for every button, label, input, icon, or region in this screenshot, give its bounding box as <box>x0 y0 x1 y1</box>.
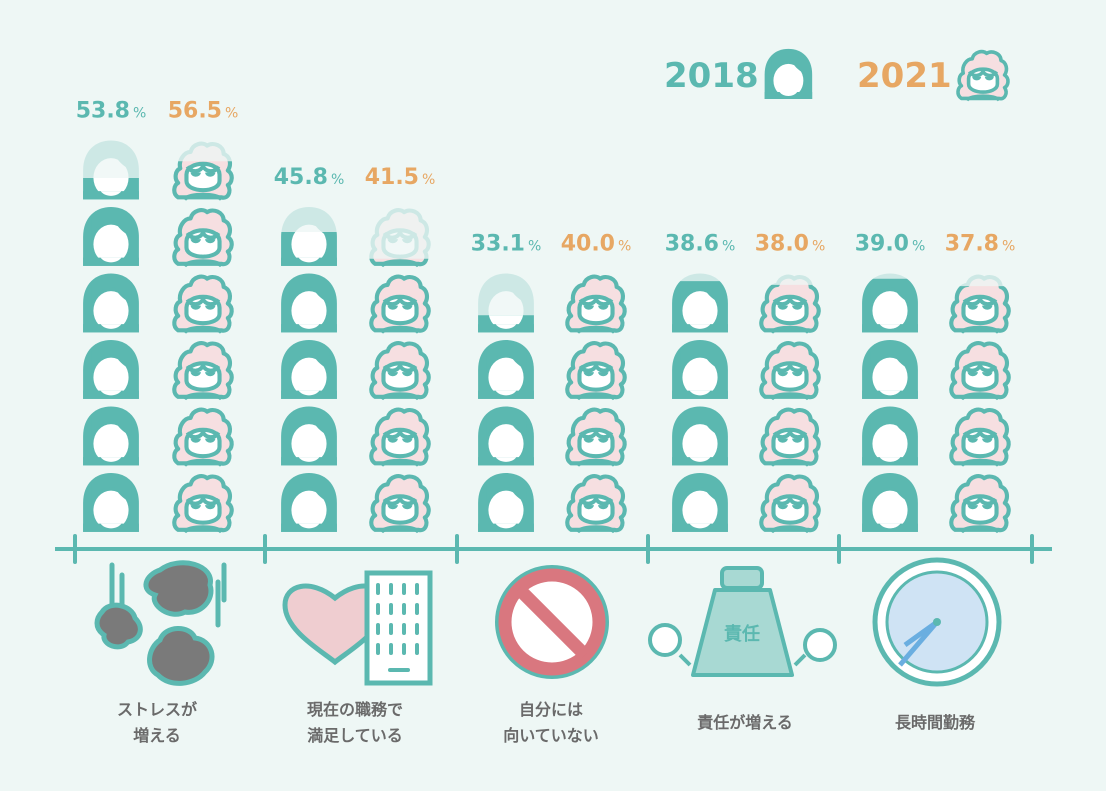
icon-2021-cat2-unit1 <box>565 407 627 468</box>
icon-2018-cat3-unit0 <box>672 473 728 532</box>
icon-2021-cat4-unit2 <box>949 341 1011 401</box>
weight-label: 責任 <box>724 623 760 645</box>
stress-cloud-icon <box>94 560 227 686</box>
icon-2018-cat1-unit4 <box>281 207 337 266</box>
icon-2018-cat4-unit0 <box>862 473 918 532</box>
icon-2021-cat3-unit1 <box>759 407 821 468</box>
icon-2018-cat2-unit0 <box>478 473 534 532</box>
icon-2018-cat2-unit3 <box>478 273 534 333</box>
value-label-2021-cat4: 37.8% <box>945 232 1016 257</box>
icon-2021-cat0-unit1 <box>172 407 234 468</box>
icon-2021-cat0-unit4 <box>172 208 234 268</box>
value-label-2021-cat1: 41.5% <box>365 165 436 190</box>
icon-2018-cat4-unit3 <box>862 273 918 333</box>
value-label-2018-cat0: 53.8% <box>76 99 147 124</box>
icon-2021-cat0-unit2 <box>172 341 234 401</box>
icon-2021-cat0-unit0 <box>172 474 234 534</box>
category-label-stress: ストレスが 増える <box>116 700 197 745</box>
icon-2021-cat2-unit0 <box>565 474 627 534</box>
icon-2021-cat2-unit2 <box>565 341 627 401</box>
icon-2021-cat1-unit4 <box>369 208 431 268</box>
value-label-2021-cat3: 38.0% <box>755 232 826 257</box>
legend-2018-icon <box>764 48 813 100</box>
icon-2021-cat1-unit3 <box>369 274 431 335</box>
icon-2018-cat3-unit3 <box>672 273 728 333</box>
value-label-2021-cat0: 56.5% <box>168 99 239 124</box>
value-label-2018-cat3: 38.6% <box>665 232 736 257</box>
icon-2021-cat0-unit3 <box>172 274 234 335</box>
icon-2021-cat4-unit3 <box>949 274 1011 335</box>
icon-2018-cat1-unit2 <box>281 340 337 399</box>
icon-2018-cat1-unit3 <box>281 273 337 333</box>
icon-2018-cat0-unit1 <box>83 406 139 466</box>
icon-2018-cat3-unit1 <box>672 406 728 466</box>
weight-responsibility-icon: 責任 <box>648 566 837 677</box>
icon-2021-cat2-unit3 <box>565 274 627 335</box>
icon-2018-cat0-unit3 <box>83 273 139 333</box>
icon-2021-cat0-unit5 <box>172 141 234 202</box>
icon-2021-cat1-unit2 <box>369 341 431 401</box>
icon-2018-cat4-unit2 <box>862 340 918 399</box>
heart-building-icon <box>282 570 433 686</box>
category-label-satisfied: 現在の職務で 満足している <box>306 700 403 745</box>
value-label-2018-cat1: 45.8% <box>274 165 345 190</box>
icon-2018-cat0-unit2 <box>83 340 139 399</box>
value-label-2018-cat4: 39.0% <box>855 232 926 257</box>
category-label-responsibility: 責任が増える <box>697 713 793 732</box>
category-label-long-hours: 長時間勤務 <box>894 713 975 732</box>
icon-2018-cat0-unit5 <box>83 140 139 200</box>
prohibited-icon <box>495 565 609 679</box>
icon-2018-cat2-unit1 <box>478 406 534 466</box>
icon-2021-cat4-unit0 <box>949 474 1011 534</box>
icon-2021-cat4-unit1 <box>949 407 1011 468</box>
legend-2018-label: 2018 <box>664 56 759 96</box>
legend-2021-icon <box>956 49 1010 102</box>
icon-2021-cat3-unit2 <box>759 341 821 401</box>
icon-2018-cat1-unit1 <box>281 406 337 466</box>
icon-2018-cat0-unit0 <box>83 473 139 532</box>
icon-2018-cat1-unit0 <box>281 473 337 532</box>
icon-2021-cat3-unit3 <box>759 274 821 335</box>
icon-2018-cat3-unit2 <box>672 340 728 399</box>
icon-2021-cat1-unit1 <box>369 407 431 468</box>
icon-2018-cat2-unit2 <box>478 340 534 399</box>
icon-2018-cat0-unit4 <box>83 207 139 266</box>
value-label-2018-cat2: 33.1% <box>471 232 542 257</box>
icon-2018-cat4-unit1 <box>862 406 918 466</box>
value-label-2021-cat2: 40.0% <box>561 232 632 257</box>
legend-2021-label: 2021 <box>857 56 952 96</box>
clock-icon <box>872 557 1002 687</box>
category-label-unsuited: 自分には 向いていない <box>503 700 599 745</box>
icon-2021-cat1-unit0 <box>369 474 431 534</box>
icon-2021-cat3-unit0 <box>759 474 821 534</box>
